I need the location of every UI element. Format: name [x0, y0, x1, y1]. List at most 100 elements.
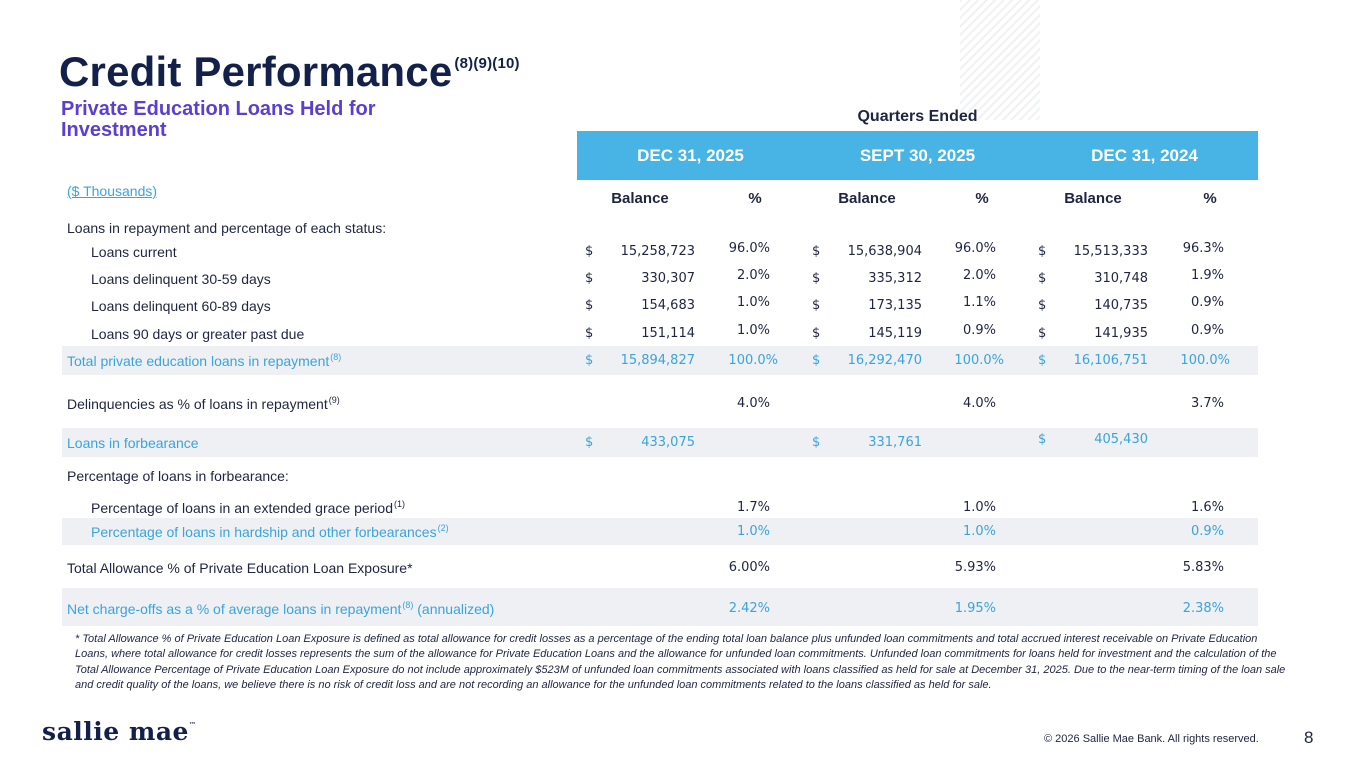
balance-cell: 16,106,751: [1073, 353, 1148, 368]
row-label-delinquencies: Delinquencies as % of loans in repayment…: [67, 395, 340, 412]
percent-cell: 96.3%: [1182, 241, 1224, 256]
period-header-band: DEC 31, 2025 SEPT 30, 2025 DEC 31, 2024: [577, 131, 1258, 180]
row-shade-total-repayment: [62, 346, 1258, 375]
currency-sign: $: [585, 353, 594, 368]
currency-sign: $: [812, 435, 821, 450]
row-label-hardship: Percentage of loans in hardship and othe…: [91, 523, 449, 540]
percent-cell: 3.7%: [1190, 396, 1224, 411]
percent-cell: 1.7%: [736, 500, 770, 515]
percent-cell: 100.0%: [954, 353, 1004, 368]
percent-cell: 96.0%: [954, 241, 996, 256]
footnote: * Total Allowance % of Private Education…: [75, 633, 1286, 692]
column-header-percent: %: [975, 190, 989, 207]
copyright: © 2026 Sallie Mae Bank. All rights reser…: [1044, 733, 1259, 745]
currency-sign: $: [585, 271, 594, 286]
currency-sign: $: [812, 298, 821, 313]
balance-cell: 15,258,723: [620, 244, 695, 259]
title-footnote-refs: (8)(9)(10): [454, 55, 520, 72]
background-decoration: [960, 0, 1040, 120]
currency-sign: $: [1038, 353, 1047, 368]
currency-sign: $: [1038, 432, 1047, 447]
currency-sign: $: [585, 298, 594, 313]
percent-cell: 2.0%: [736, 268, 770, 283]
currency-sign: $: [812, 353, 821, 368]
percent-cell: 6.00%: [728, 560, 770, 575]
balance-cell: 16,292,470: [847, 353, 922, 368]
column-header-percent: %: [748, 190, 762, 207]
section-label-forbearance: Percentage of loans in forbearance:: [67, 468, 289, 484]
percent-cell: 4.0%: [962, 396, 996, 411]
currency-sign: $: [585, 244, 594, 259]
currency-sign: $: [1038, 326, 1047, 341]
currency-sign: $: [1038, 244, 1047, 259]
balance-cell: 151,114: [641, 326, 695, 341]
percent-cell: 0.9%: [962, 323, 996, 338]
percent-cell: 100.0%: [728, 353, 778, 368]
period-header: DEC 31, 2025: [637, 146, 744, 165]
percent-cell: 2.42%: [728, 601, 770, 616]
currency-sign: $: [812, 271, 821, 286]
balance-cell: 154,683: [641, 298, 695, 313]
percent-cell: 1.1%: [962, 295, 996, 310]
row-label: Loans current: [91, 244, 177, 260]
percent-cell: 1.0%: [736, 524, 770, 539]
balance-cell: 15,894,827: [620, 353, 695, 368]
percent-cell: 2.0%: [962, 268, 996, 283]
row-shade-chargeoffs: [62, 588, 1258, 626]
percent-cell: 1.95%: [954, 601, 996, 616]
units-label: ($ Thousands): [67, 183, 158, 199]
percent-cell: 4.0%: [736, 396, 770, 411]
percent-cell: 2.38%: [1182, 601, 1224, 616]
percent-cell: 1.0%: [962, 500, 996, 515]
percent-cell: 1.0%: [962, 524, 996, 539]
currency-sign: $: [812, 326, 821, 341]
balance-cell: 15,638,904: [847, 244, 922, 259]
percent-cell: 96.0%: [728, 241, 770, 256]
period-header: SEPT 30, 2025: [859, 146, 976, 165]
row-shade-hardship: [62, 518, 1258, 545]
row-label-forbearance: Loans in forbearance: [67, 435, 199, 451]
percent-cell: 0.9%: [1190, 323, 1224, 338]
currency-sign: $: [1038, 298, 1047, 313]
column-header-balance: Balance: [611, 190, 669, 207]
page-subtitle: Private Education Loans Held for Investm…: [61, 98, 376, 141]
percent-cell: 5.83%: [1182, 560, 1224, 575]
balance-cell: 331,761: [868, 435, 922, 450]
balance-cell: 145,119: [868, 326, 922, 341]
percent-cell: 0.9%: [1190, 524, 1224, 539]
row-label: Loans 90 days or greater past due: [91, 326, 305, 342]
balance-cell: 335,312: [868, 271, 922, 286]
balance-cell: 433,075: [641, 435, 695, 450]
balance-cell: 140,735: [1094, 298, 1148, 313]
column-header-percent: %: [1203, 190, 1217, 207]
currency-sign: $: [585, 435, 594, 450]
section-label-repayment: Loans in repayment and percentage of eac…: [67, 220, 387, 236]
balance-cell: 310,748: [1094, 271, 1148, 286]
row-label-total-repayment: Total private education loans in repayme…: [67, 352, 342, 369]
row-shade-forbearance: [62, 428, 1258, 457]
column-header-balance: Balance: [1064, 190, 1122, 207]
row-label: Loans delinquent 30-59 days: [91, 271, 271, 287]
balance-cell: 141,935: [1094, 326, 1148, 341]
currency-sign: $: [812, 244, 821, 259]
balance-cell: 330,307: [641, 271, 695, 286]
percent-cell: 1.0%: [736, 323, 770, 338]
period-header: DEC 31, 2024: [1091, 146, 1198, 165]
quarters-ended-label: Quarters Ended: [857, 108, 978, 125]
row-label-chargeoffs: Net charge-offs as a % of average loans …: [67, 600, 495, 617]
balance-cell: 15,513,333: [1073, 244, 1148, 259]
sallie-mae-logo: sallie mae™: [42, 717, 197, 746]
percent-cell: 100.0%: [1180, 353, 1230, 368]
percent-cell: 1.9%: [1190, 268, 1224, 283]
page-number: 8: [1304, 728, 1314, 747]
percent-cell: 1.6%: [1190, 500, 1224, 515]
page-title: Credit Performance (8)(9)(10): [59, 48, 520, 95]
percent-cell: 1.0%: [736, 295, 770, 310]
row-label: Loans delinquent 60-89 days: [91, 298, 271, 314]
balance-cell: 405,430: [1094, 432, 1148, 447]
column-header-balance: Balance: [838, 190, 896, 207]
row-label-allowance: Total Allowance % of Private Education L…: [67, 560, 413, 576]
percent-cell: 0.9%: [1190, 295, 1224, 310]
row-label-grace-period: Percentage of loans in an extended grace…: [91, 499, 405, 516]
currency-sign: $: [585, 326, 594, 341]
